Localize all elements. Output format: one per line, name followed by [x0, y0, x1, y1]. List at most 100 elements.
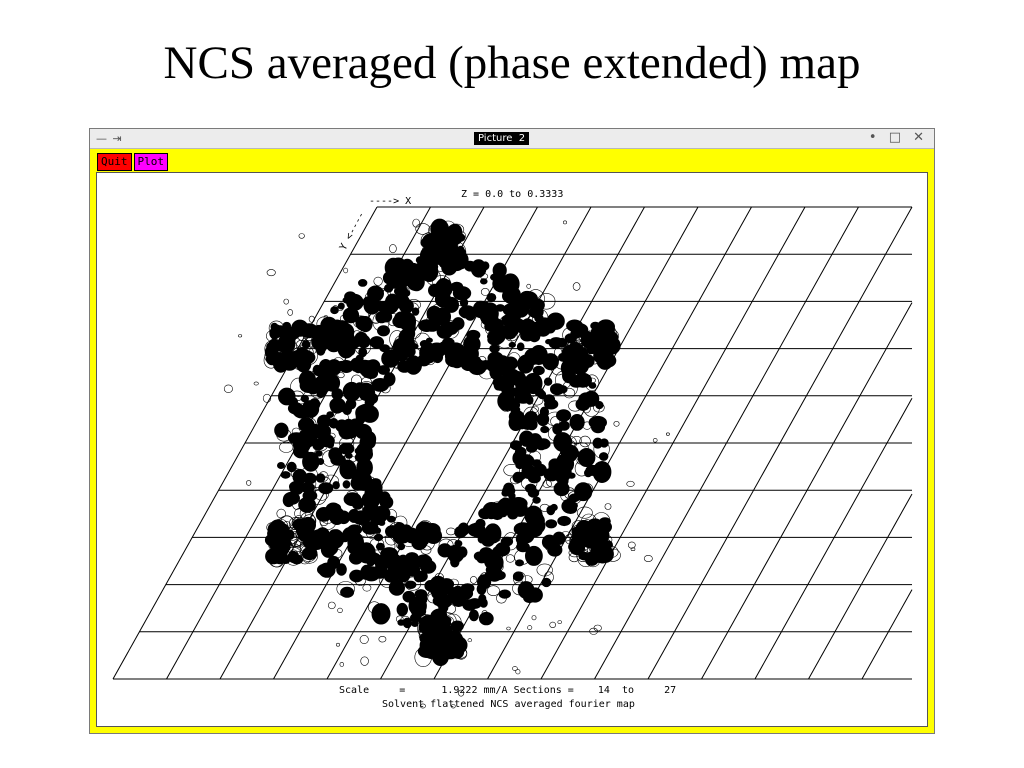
density-contour [367, 601, 381, 614]
density-contour [357, 514, 368, 523]
density-contour [337, 302, 345, 310]
density-contour [512, 666, 518, 671]
density-contour [596, 350, 614, 369]
density-contour [512, 501, 528, 517]
density-contour [301, 546, 318, 561]
z-range-label: Z = 0.0 to 0.3333 [461, 189, 563, 200]
grid-column-line [647, 206, 913, 680]
density-contour [438, 538, 454, 552]
density-contour [526, 418, 538, 431]
density-contour [529, 304, 544, 319]
density-contour [495, 562, 504, 572]
density-contour [575, 347, 588, 359]
density-contour [340, 531, 350, 543]
density-contour [480, 530, 496, 547]
density-contour [454, 526, 468, 539]
density-contour [577, 540, 586, 547]
density-contour [489, 344, 500, 354]
density-contour [294, 349, 307, 361]
density-contour [543, 571, 554, 583]
density-contour [377, 301, 387, 313]
density-contour [576, 506, 593, 519]
density-contour [336, 563, 347, 576]
density-contour [360, 405, 379, 423]
density-contour [402, 590, 416, 603]
density-contour [315, 381, 331, 393]
density-contour [292, 498, 302, 510]
density-contour [515, 462, 525, 470]
density-contour [498, 589, 511, 599]
density-contour [570, 333, 582, 344]
density-contour [558, 352, 568, 362]
density-contour [558, 474, 569, 487]
density-contour [343, 267, 349, 274]
density-contour [246, 480, 252, 486]
density-contour [344, 469, 353, 476]
density-contour [419, 615, 438, 633]
density-contour [276, 541, 291, 553]
density-contour [375, 311, 388, 324]
density-contour [486, 293, 497, 302]
density-contour [414, 647, 432, 667]
density-contour [326, 440, 335, 449]
plot-button[interactable]: Plot [133, 153, 168, 171]
density-contour [320, 519, 329, 526]
density-contour [382, 350, 392, 360]
density-contour [427, 262, 439, 271]
window-controls-icon[interactable]: • □ ✕ [868, 130, 928, 145]
density-contour [480, 288, 490, 296]
density-contour [577, 448, 596, 467]
pin-icon[interactable]: — ⇥ [96, 132, 123, 145]
density-contour [630, 547, 636, 552]
density-contour [357, 359, 373, 375]
density-contour [448, 578, 459, 588]
density-contour [523, 372, 543, 395]
density-contour [486, 509, 496, 520]
density-contour [525, 483, 537, 494]
density-contour [347, 524, 363, 536]
density-contour [523, 592, 536, 604]
density-contour [447, 245, 463, 263]
density-contour [560, 490, 569, 501]
density-contour [318, 359, 333, 375]
density-contour [454, 540, 463, 547]
density-contour [592, 461, 612, 483]
density-contour [355, 354, 364, 363]
density-contour [463, 335, 481, 354]
density-contour [438, 231, 453, 248]
density-contour [588, 377, 596, 384]
quit-button[interactable]: Quit [97, 153, 132, 171]
density-contour [450, 704, 456, 709]
density-contour [269, 519, 286, 535]
density-contour [593, 402, 605, 413]
density-contour [576, 531, 582, 538]
density-contour [529, 550, 538, 559]
density-contour [298, 417, 315, 433]
density-contour [519, 430, 535, 447]
density-contour [442, 337, 454, 348]
density-contour [387, 313, 400, 327]
density-contour [316, 342, 327, 353]
density-contour [392, 337, 412, 355]
density-contour [506, 626, 511, 631]
density-contour [440, 584, 455, 595]
density-contour [365, 389, 374, 398]
density-contour [574, 442, 589, 453]
density-contour [493, 535, 501, 542]
density-contour [393, 587, 402, 595]
density-contour [315, 450, 323, 457]
window-titlebar[interactable]: — ⇥ Picture 2 • □ ✕ [90, 129, 934, 149]
density-contour [492, 375, 511, 389]
density-contour [468, 609, 479, 622]
density-contour [527, 315, 539, 324]
density-contour [502, 501, 511, 510]
density-contour [569, 377, 584, 388]
density-contour [525, 395, 534, 405]
density-contour [509, 475, 521, 485]
density-contour [309, 398, 321, 411]
density-contour [526, 289, 545, 309]
density-contour [417, 354, 431, 367]
density-contour [468, 359, 487, 376]
density-contour [516, 371, 526, 383]
density-contour [223, 384, 233, 394]
